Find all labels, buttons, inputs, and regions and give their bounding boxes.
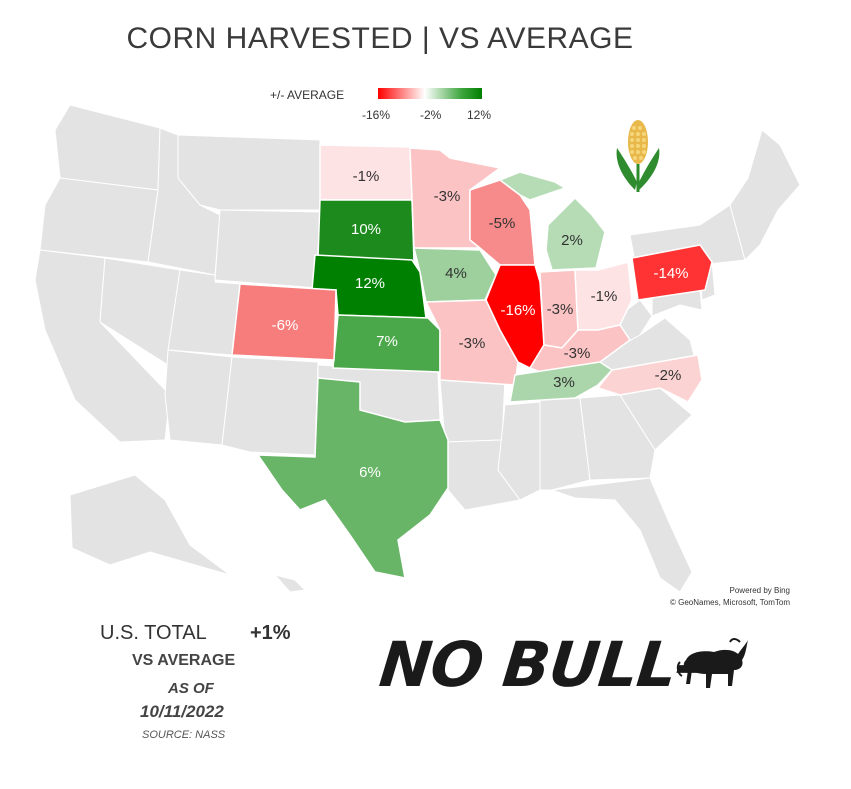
state-il bbox=[485, 264, 545, 369]
state-new-england bbox=[729, 129, 801, 261]
label-in: -3% bbox=[547, 301, 574, 318]
state-ut bbox=[167, 269, 241, 356]
state-pa bbox=[631, 244, 713, 301]
legend-label: +/- AVERAGE bbox=[270, 88, 345, 102]
state-value-labels: -1% 10% 12% 7% -6% 6% -3% 4% -3% -5% -16… bbox=[272, 168, 689, 481]
label-ia: 4% bbox=[445, 265, 467, 282]
legend-max-label: 12% bbox=[467, 108, 492, 122]
legend-min-label: -16% bbox=[362, 108, 391, 122]
state-nm bbox=[221, 356, 319, 456]
state-tn bbox=[509, 361, 614, 403]
us-state-map: -1% 10% 12% 7% -6% 6% -3% 4% -3% -5% -16… bbox=[34, 104, 801, 593]
as-of-date: 10/11/2022 bbox=[140, 702, 224, 721]
corn-icon bbox=[616, 120, 660, 192]
label-oh: -1% bbox=[591, 288, 618, 305]
us-total-value: +1% bbox=[250, 622, 291, 644]
state-wy bbox=[214, 209, 321, 289]
state-co bbox=[231, 283, 337, 361]
state-mt bbox=[177, 134, 321, 211]
state-ar bbox=[439, 377, 506, 443]
label-il: -16% bbox=[500, 302, 535, 319]
vs-average-label: VS AVERAGE bbox=[132, 652, 236, 669]
us-total-label: U.S. TOTAL bbox=[100, 622, 207, 644]
state-wa bbox=[54, 104, 161, 191]
legend-mid-label: -2% bbox=[420, 108, 442, 122]
as-of-label: AS OF bbox=[168, 680, 214, 697]
label-ne: 12% bbox=[355, 275, 385, 292]
label-pa: -14% bbox=[653, 265, 688, 282]
label-tn: 3% bbox=[553, 374, 575, 391]
state-mi-up bbox=[498, 171, 567, 201]
state-mi bbox=[545, 196, 606, 271]
source-label: SOURCE: NASS bbox=[142, 729, 226, 741]
data-states bbox=[231, 144, 713, 579]
label-co: -6% bbox=[272, 317, 299, 334]
label-ky: -3% bbox=[564, 345, 591, 362]
state-hi bbox=[273, 574, 307, 593]
map-title: CORN HARVESTED | VS AVERAGE bbox=[126, 22, 634, 55]
state-or bbox=[39, 177, 159, 263]
label-mn: -3% bbox=[434, 188, 461, 205]
label-ks: 7% bbox=[376, 333, 398, 350]
state-fl bbox=[551, 477, 693, 593]
attribution-powered-by: Powered by Bing bbox=[729, 586, 790, 595]
legend-color-scale bbox=[378, 88, 482, 99]
state-az bbox=[164, 349, 233, 446]
state-tx bbox=[256, 377, 449, 579]
label-mi: 2% bbox=[561, 232, 583, 249]
label-tx: 6% bbox=[359, 464, 381, 481]
attribution-sources: © GeoNames, Microsoft, TomTom bbox=[670, 598, 790, 607]
label-nd: -1% bbox=[353, 168, 380, 185]
bull-icon bbox=[676, 638, 748, 688]
label-mo: -3% bbox=[459, 335, 486, 352]
base-states bbox=[34, 104, 801, 593]
state-ak bbox=[69, 474, 231, 576]
label-sd: 10% bbox=[351, 221, 381, 238]
label-wi: -5% bbox=[489, 215, 516, 232]
state-nc bbox=[596, 354, 703, 403]
state-ga bbox=[579, 394, 656, 481]
state-ms bbox=[497, 401, 541, 501]
label-nc: -2% bbox=[655, 367, 682, 384]
